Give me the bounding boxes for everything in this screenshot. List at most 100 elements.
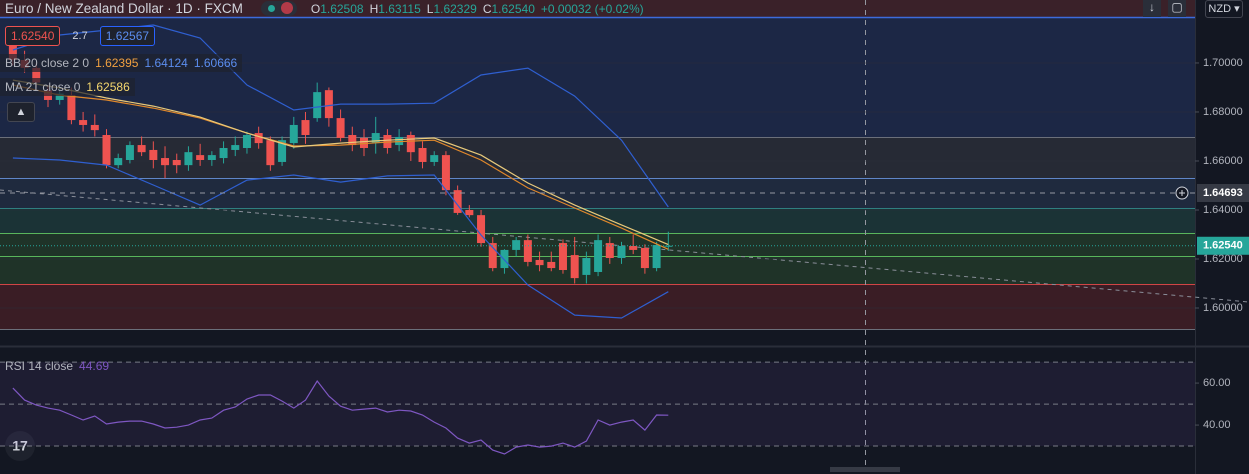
candle-body — [500, 249, 509, 269]
ohlc-item: O1.62508 — [311, 2, 364, 16]
scrollbar[interactable] — [830, 467, 900, 472]
interval[interactable]: 1D — [175, 1, 193, 16]
rsi-label: RSI 14 close — [5, 359, 74, 373]
candle-body — [477, 215, 486, 244]
ohlc-key: H — [369, 1, 379, 16]
candle-body — [313, 92, 322, 119]
candle-body — [512, 240, 521, 250]
candle-body — [488, 243, 497, 269]
indicator-row: BB 20 close 2 0 1.62395 1.64124 1.60666 — [0, 54, 243, 72]
rsi-readout: 44.69 — [79, 359, 110, 373]
candle-body — [55, 93, 64, 100]
candle-body — [161, 158, 170, 166]
candle-body — [535, 259, 544, 266]
y-tick-label: 40.00 — [1203, 419, 1231, 431]
y-tick-label: 1.60000 — [1203, 302, 1243, 314]
candle-body — [406, 135, 415, 153]
y-tick-label: 1.62000 — [1203, 253, 1243, 265]
candle-body — [558, 243, 567, 271]
zone — [0, 284, 1195, 329]
candle-body — [652, 245, 661, 269]
indicator-line — [12, 79, 669, 246]
zone — [0, 0, 1195, 17]
candle-body — [231, 145, 240, 150]
candle-body — [594, 240, 603, 272]
candle-body — [266, 140, 275, 166]
ohlc-value: 1.63115 — [378, 1, 421, 16]
ohlc-value: 1.62329 — [433, 1, 477, 16]
sell-button[interactable]: 1.62540 — [5, 26, 61, 46]
ohlc-item: L1.62329 — [427, 2, 477, 16]
candle-body — [418, 147, 427, 162]
candle-body — [605, 243, 614, 259]
last-price-label: 1.62540 — [1203, 240, 1243, 252]
candle-body — [79, 120, 88, 125]
fullscreen-button[interactable]: ▢ — [1168, 0, 1186, 17]
candle-body — [523, 240, 532, 262]
add-alert-icon — [1179, 190, 1185, 197]
y-tick-label: 1.66000 — [1203, 155, 1243, 167]
exchange: FXCM — [204, 1, 243, 16]
indicator-readout: 1.64124 — [144, 56, 188, 70]
candle-body — [137, 145, 146, 153]
candle-body — [196, 155, 205, 161]
separator: · — [163, 1, 176, 16]
currency-select[interactable]: NZD ▾ — [1205, 0, 1243, 18]
indicator-readout: 1.62586 — [86, 80, 130, 94]
candle-body — [664, 245, 673, 247]
candle-body — [289, 124, 298, 144]
ohlc-value: 1.62540 — [491, 1, 535, 16]
candle-body — [395, 136, 404, 146]
buy-button[interactable]: 1.62567 — [99, 26, 156, 46]
candle-body — [207, 155, 216, 161]
candle-body — [102, 135, 111, 166]
candle-body — [430, 155, 439, 162]
candle-body — [8, 39, 17, 61]
candle-body — [547, 261, 556, 269]
candle-body — [172, 160, 181, 166]
indicator-label: MA 21 close 0 — [5, 80, 81, 94]
last-price-label-bg — [1197, 236, 1249, 255]
indicator-readout: 1.60666 — [193, 56, 238, 70]
candle-body — [371, 133, 380, 144]
candle-body — [453, 190, 462, 213]
zone — [0, 17, 1195, 137]
candle-body — [324, 90, 333, 119]
ohlc-key: O — [310, 1, 321, 16]
zone — [0, 178, 1195, 208]
header: Euro / New Zealand Dollar · 1D · FXCM O1… — [5, 1, 644, 16]
rsi-legend: RSI 14 close 44.69 — [5, 359, 109, 373]
candle-body — [629, 246, 638, 250]
spread: 2.7 — [72, 30, 88, 42]
y-tick-label: 1.68000 — [1203, 106, 1243, 118]
candle-body — [360, 137, 369, 148]
currency: NZD — [1208, 3, 1232, 15]
download-button[interactable]: ↓ — [1143, 0, 1161, 17]
status-icons[interactable] — [260, 1, 297, 16]
candle-body — [125, 145, 134, 161]
collapse-button[interactable]: ▲ — [7, 102, 35, 122]
zone — [0, 137, 1195, 178]
change: +0.00032 (+0.02%) — [540, 1, 644, 16]
ohlc-value: 1.62508 — [320, 1, 364, 16]
candle-body — [242, 135, 251, 148]
indicator-line — [12, 84, 669, 250]
y-tick-label: 1.70000 — [1203, 57, 1243, 69]
candle-body — [149, 149, 158, 161]
separator: · — [192, 1, 205, 16]
candle-body — [336, 118, 345, 138]
ohlc-item: H1.63115 — [370, 2, 421, 16]
indicator-line — [12, 157, 669, 319]
ohlc-key: C — [482, 1, 492, 16]
zone — [0, 208, 1195, 233]
candle-body — [67, 95, 76, 121]
candle-body — [465, 209, 474, 216]
ohlc-item: C1.62540 — [483, 2, 535, 16]
candle-body — [640, 247, 649, 269]
indicator-label: BB 20 close 2 0 — [5, 56, 90, 70]
candle-body — [582, 258, 591, 275]
candle-body — [348, 135, 357, 146]
candle-body — [301, 120, 310, 136]
